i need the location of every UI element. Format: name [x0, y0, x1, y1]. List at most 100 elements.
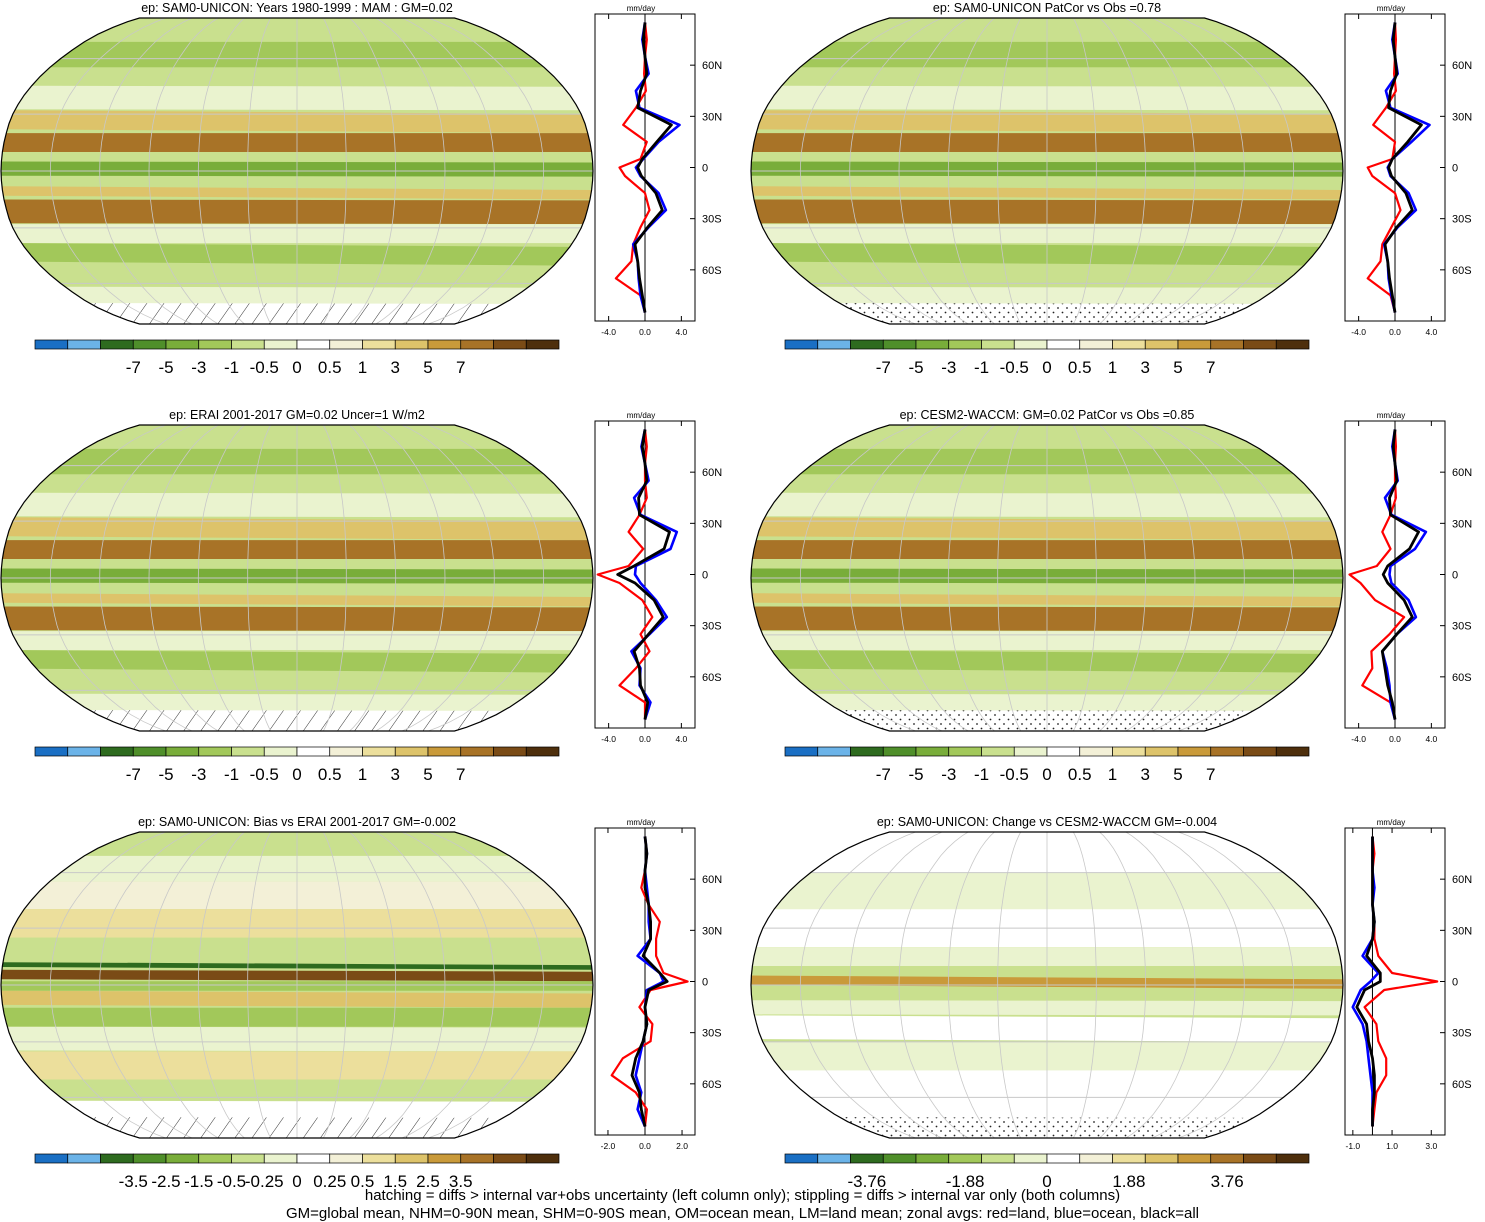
panel-title: ep: CESM2-WACCM: GM=0.02 PatCor vs Obs =…	[900, 408, 1195, 422]
colorbar-label: 0.5	[1068, 765, 1092, 784]
lat-tick-label: 60N	[1452, 874, 1472, 886]
meridian-line	[99, 18, 193, 324]
meridian-line	[1151, 425, 1245, 731]
field-band	[21, 243, 570, 266]
meridian-line	[947, 832, 995, 1138]
colorbar-swatch	[1243, 1153, 1277, 1164]
colorbar-swatch	[1046, 746, 1081, 757]
colorbar-label: 0	[1042, 1172, 1051, 1191]
colorbar-label: -3.5	[119, 1172, 148, 1191]
colorbar-swatch	[784, 1153, 819, 1164]
meridian-line	[148, 425, 219, 731]
colorbar-swatch	[263, 339, 298, 350]
colorbar-label: -3	[191, 358, 206, 377]
lat-tick-label: 30S	[702, 1028, 722, 1040]
colorbar-swatch	[427, 339, 462, 350]
colorbar-label: 5	[423, 358, 432, 377]
colorbar-swatch	[817, 1153, 851, 1164]
colorbar-swatch	[1013, 1153, 1048, 1164]
meridian-line	[1178, 832, 1295, 1138]
meridian-line	[349, 18, 397, 324]
colorbar-swatch	[981, 746, 1015, 757]
significance-stippling	[839, 303, 1253, 324]
colorbar-swatch	[198, 746, 232, 757]
colorbar-label: 5	[423, 765, 432, 784]
meridian-line	[322, 425, 347, 731]
lat-tick-label: 0	[702, 163, 708, 175]
colorbar-label: -1.5	[184, 1172, 213, 1191]
colorbar-label: -1	[224, 358, 239, 377]
lat-tick-label: 30N	[702, 518, 722, 530]
x-tick-label: 4.0	[1425, 327, 1437, 337]
colorbar-label: 5	[1173, 358, 1182, 377]
lat-tick-label: 30N	[702, 111, 722, 123]
meridian-line	[401, 832, 495, 1138]
colorbar-swatch	[1210, 339, 1244, 350]
colorbar-swatch	[525, 746, 560, 757]
meridian-line	[1099, 425, 1147, 731]
map-outline	[750, 831, 1344, 1139]
zonal-mean-plot: mm/day -4.0 0.0 4.0 60N 30N 0 30S 60S	[594, 411, 722, 744]
zonal-frame	[1344, 827, 1446, 1136]
x-tick-label: -4.0	[1351, 734, 1366, 744]
colorbar-swatch	[394, 339, 429, 350]
colorbar-swatch	[67, 339, 101, 350]
lat-tick-label: 60S	[1452, 265, 1472, 277]
x-tick-label: 4.0	[675, 734, 687, 744]
zonal-series-all	[1355, 836, 1382, 1127]
meridian-line	[247, 832, 272, 1138]
zonal-series-ocean	[1351, 836, 1380, 1127]
lat-tick-label: 30N	[702, 925, 722, 937]
lat-tick-label: 0	[702, 977, 708, 989]
colorbar: -7 -5 -3 -1 -0.5 0 0.5 1 3 5 7	[784, 746, 1310, 784]
colorbar-swatch	[263, 746, 298, 757]
meridian-line	[799, 425, 916, 731]
meridian-line	[849, 18, 943, 324]
meridian-line	[349, 832, 397, 1138]
colorbar-label: -0.5	[1000, 765, 1029, 784]
x-tick-label: -4.0	[601, 327, 616, 337]
meridian-line	[49, 425, 166, 731]
colorbar-swatch	[1013, 746, 1048, 757]
x-tick-label: 3.0	[1425, 1141, 1437, 1151]
meridian-line	[375, 425, 446, 731]
colorbar-label: 0	[292, 358, 301, 377]
zonal-series-all	[1380, 429, 1420, 720]
zonal-unit-label: mm/day	[627, 4, 655, 13]
colorbar-swatch	[1177, 1153, 1212, 1164]
colorbar-swatch	[329, 339, 363, 350]
zonal-mean-plot: mm/day -4.0 0.0 4.0 60N 30N 0 30S 60S	[1344, 4, 1472, 337]
colorbar-swatch	[231, 339, 265, 350]
meridian-line	[375, 18, 446, 324]
panel-title: ep: ERAI 2001-2017 GM=0.02 Uncer=1 W/m2	[169, 408, 425, 422]
colorbar-label: -5	[158, 765, 173, 784]
colorbar-swatch	[296, 1153, 331, 1164]
colorbar-swatch	[915, 1153, 950, 1164]
panel-title: ep: SAM0-UNICON: Change vs CESM2-WACCM G…	[877, 815, 1217, 829]
field-band	[771, 243, 1320, 266]
colorbar-label: 1.5	[383, 1172, 407, 1191]
meridian-line	[849, 832, 943, 1138]
colorbar-swatch	[948, 746, 982, 757]
colorbar-label: -5	[908, 358, 923, 377]
colorbar-label: 3	[1141, 358, 1150, 377]
colorbar-swatch	[948, 339, 982, 350]
x-tick-label: 0.0	[1389, 734, 1401, 744]
colorbar-swatch	[882, 339, 917, 350]
meridian-line	[148, 832, 219, 1138]
colorbar-swatch	[165, 746, 200, 757]
colorbar-label: 3	[391, 358, 400, 377]
meridian-line	[947, 425, 995, 731]
colorbar-label: -1	[224, 765, 239, 784]
colorbar: -3.5 -2.5 -1.5 -0.5-0.25 0 0.25 0.5 1.5 2.5 3.5	[34, 1153, 560, 1191]
colorbar-label: -7	[876, 358, 891, 377]
colorbar-label: -1	[974, 358, 989, 377]
colorbar-swatch	[1177, 339, 1212, 350]
colorbar-swatch	[850, 339, 884, 350]
colorbar-swatch	[34, 1153, 69, 1164]
x-tick-label: 0.0	[639, 734, 651, 744]
colorbar-label: -7	[126, 765, 141, 784]
lat-tick-label: 0	[1452, 570, 1458, 582]
colorbar-swatch	[427, 746, 462, 757]
meridian-line	[148, 18, 219, 324]
